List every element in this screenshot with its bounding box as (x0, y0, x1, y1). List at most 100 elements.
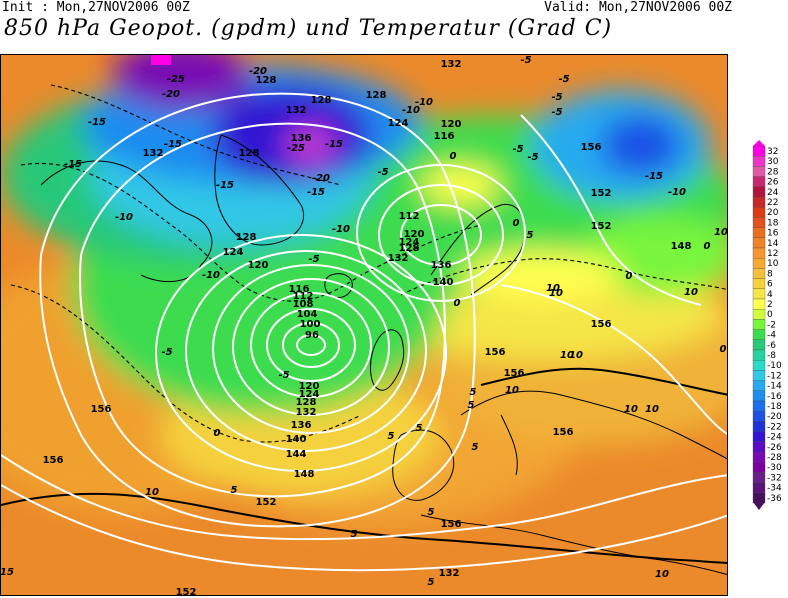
legend-color-swatch (752, 145, 766, 157)
temp-label: 10 (655, 569, 669, 580)
gpd-label: 124 (223, 247, 244, 258)
map-title: 850 hPa Geopot. (gpdm) und Temperatur (G… (4, 16, 613, 41)
legend-value-label: 30 (767, 157, 779, 167)
legend-color-swatch (752, 339, 766, 351)
legend-value-label: 10 (767, 259, 779, 269)
temp-label: 10 (549, 288, 563, 299)
legend-value-labels: 32302826242220181614121086420-2-4-6-8-10… (767, 147, 782, 504)
temp-label: 10 (645, 404, 659, 415)
legend-color-swatch (752, 370, 766, 381)
temp-label: -15 (216, 180, 234, 191)
temp-label: -5 (512, 144, 523, 155)
temp-label: 0 (626, 271, 633, 282)
temp-label: 5 (470, 387, 477, 398)
gpd-label: 132 (441, 59, 462, 70)
isotherm-minus20 (50, 84, 342, 186)
italy-coast (500, 414, 518, 476)
legend-value-label: -12 (767, 371, 782, 381)
gpd-label: 156 (591, 319, 612, 330)
gpd-label: 128 (236, 232, 257, 243)
gpd-label: 152 (591, 188, 612, 199)
gpd-label: 104 (297, 309, 318, 320)
temp-label: 5 (416, 423, 423, 434)
temp-label: 10 (569, 350, 583, 361)
legend-value-label: -24 (767, 433, 782, 443)
gpd-label: 132 (296, 407, 317, 418)
legend-top-arrow (753, 140, 765, 146)
isotherm-10-europe (480, 367, 727, 396)
gpd-label: 144 (286, 449, 307, 460)
gpd-label: 156 (43, 455, 64, 466)
legend-color-swatch (752, 186, 766, 198)
temperature-isotherms-solid (1, 367, 727, 564)
gpd-label: 120 (248, 260, 269, 271)
legend-color-swatch (752, 207, 766, 218)
temp-label: 5 (472, 442, 479, 453)
temp-label: -10 (415, 97, 433, 108)
legend-value-label: 20 (767, 208, 779, 218)
gpd-label: 124 (299, 389, 320, 400)
gpd-label: 156 (441, 519, 462, 530)
legend-color-swatch (752, 431, 766, 442)
legend-value-label: 14 (767, 239, 779, 249)
gpd-label: 108 (293, 299, 314, 310)
contour-120 (185, 250, 427, 452)
contour-124 (155, 234, 447, 472)
legend-value-label: 2 (767, 300, 773, 310)
gpd-label: 124 (388, 118, 409, 129)
temp-label: 5 (468, 400, 475, 411)
temp-label: -15 (64, 159, 82, 170)
weather-map-canvas: 128 128 132 136 128 132 128 132 124 120 … (1, 55, 727, 595)
isotherm-10-south (1, 492, 727, 564)
legend-color-swatch (752, 166, 766, 177)
temp-label: 5 (231, 485, 238, 496)
legend-color-swatch (752, 380, 766, 391)
gpd-label: 128 (239, 148, 260, 159)
contour-108 (250, 292, 372, 398)
magenta-pocket (151, 55, 171, 65)
gpd-label: 132 (286, 105, 307, 116)
temp-label: -5 (527, 152, 538, 163)
contour-128 (79, 122, 446, 498)
legend-value-label: -2 (767, 320, 776, 330)
low-center-96 (296, 334, 326, 356)
legend-color-bars (752, 145, 766, 504)
yellow-ridge-center (461, 250, 621, 300)
legend-value-label: -4 (767, 331, 776, 341)
legend-color-swatch (752, 329, 766, 340)
temp-label: -20 (249, 66, 267, 77)
temp-label: -5 (308, 254, 319, 265)
temp-label: -5 (278, 370, 289, 381)
legend-value-label: -14 (767, 382, 782, 392)
legend-color-swatch (752, 217, 766, 228)
weather-map: 128 128 132 136 128 132 128 132 124 120 … (0, 54, 728, 596)
legend-value-label: 28 (767, 167, 779, 177)
legend-color-swatch (752, 451, 766, 463)
legend-color-swatch (752, 400, 766, 412)
temp-label: 5 (527, 230, 534, 241)
legend-color-swatch (752, 482, 766, 493)
legend-value-label: -26 (767, 443, 782, 453)
greenland-coast (214, 134, 304, 246)
purple-cold-core (111, 55, 251, 110)
legend-color-swatch (752, 258, 766, 269)
gpd-label: 128 (399, 243, 420, 254)
gpd-label: 128 (366, 90, 387, 101)
temp-label: 5 (351, 529, 358, 540)
gpd-label: 132 (388, 253, 409, 264)
temp-label: -5 (551, 92, 562, 103)
temp-label: 0 (214, 428, 221, 439)
temp-label: 0 (720, 344, 727, 355)
gpd-label: 140 (433, 277, 454, 288)
legend-value-label: 22 (767, 198, 778, 208)
gpd-label: 112 (399, 211, 420, 222)
temp-label: -5 (558, 74, 569, 85)
secondary-low-120 (356, 164, 526, 302)
legend-color-swatch (752, 319, 766, 330)
gpd-label: 96 (305, 330, 319, 341)
isotherm-0-east (400, 258, 727, 296)
gpd-label: 116 (434, 131, 455, 142)
legend-value-label: -28 (767, 453, 782, 463)
legend-value-label: 18 (767, 218, 779, 228)
temp-label: 10 (145, 487, 159, 498)
